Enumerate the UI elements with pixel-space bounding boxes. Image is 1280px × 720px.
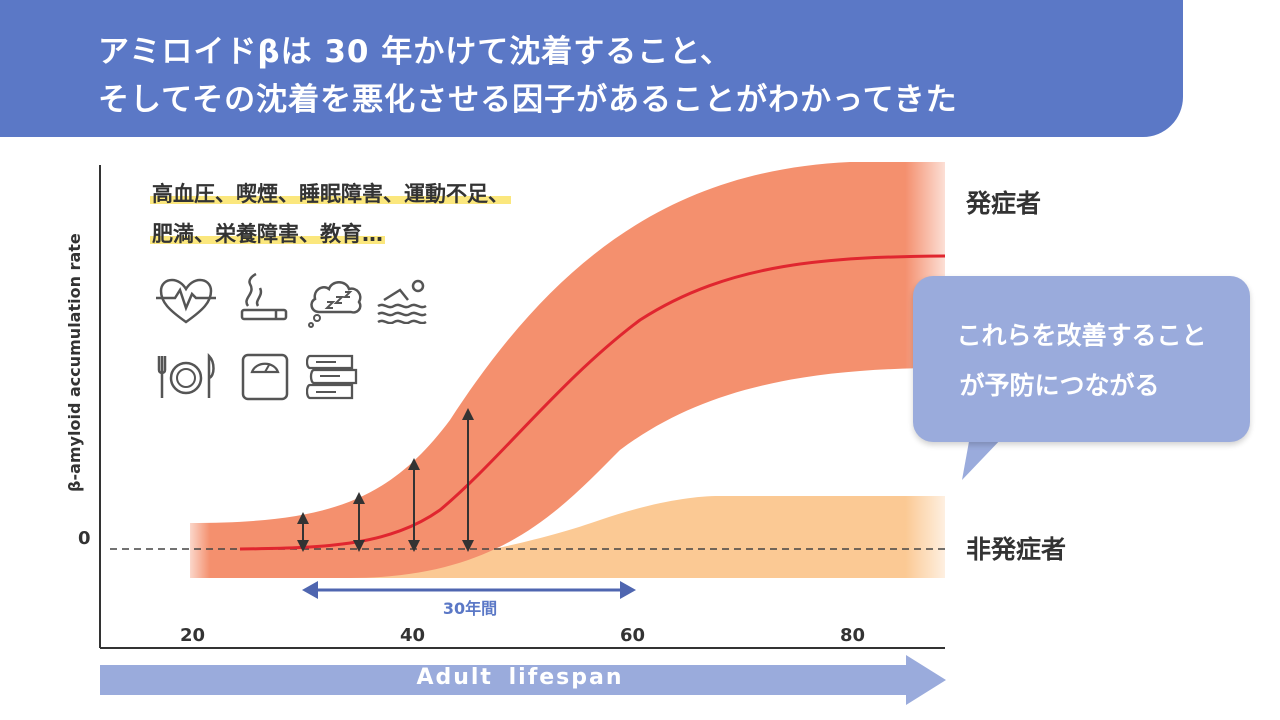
y-zero-tick: 0 xyxy=(78,528,91,549)
title-line-2: そしてその沈着を悪化させる因子があることがわかってきた xyxy=(98,82,958,118)
period-arrow-left-head xyxy=(302,581,318,599)
non-patient-band xyxy=(190,496,945,578)
patient-band xyxy=(190,162,945,578)
risk-factors-text-2: 肥満、栄養障害、教育… xyxy=(150,222,385,246)
callout-line-1: これらを改善すること xyxy=(956,321,1207,350)
risk-factors-text-1: 高血圧、喫煙、睡眠障害、運動不足、 xyxy=(150,182,511,206)
cigarette-icon xyxy=(240,272,288,321)
callout-tail xyxy=(962,436,1004,480)
x-tick-40: 40 xyxy=(400,625,425,646)
books-icon xyxy=(306,354,358,400)
patients-label: 発症者 xyxy=(965,189,1041,218)
dining-icon xyxy=(157,352,215,398)
title-line-1: アミロイドβは 30 年かけて沈着すること、 xyxy=(98,34,733,70)
callout-line-2: が予防につながる xyxy=(959,371,1160,400)
x-tick-80: 80 xyxy=(840,625,865,646)
risk-factors-line-1: 高血圧、喫煙、睡眠障害、運動不足、 xyxy=(150,178,511,208)
heart-rate-icon xyxy=(156,278,216,324)
swimmer-icon xyxy=(377,279,427,324)
lifespan-arrow xyxy=(100,655,946,705)
patient-curve xyxy=(239,254,946,551)
non-patients-label: 非発症者 xyxy=(966,535,1066,564)
weight-scale-icon xyxy=(241,353,289,401)
sleep-cloud-icon xyxy=(308,281,362,328)
x-axis-label: Adult lifespan xyxy=(416,665,624,690)
y-axis-label: β-amyloid accumulation rate xyxy=(65,233,84,492)
x-tick-20: 20 xyxy=(180,625,205,646)
period-arrow-right-head xyxy=(620,581,636,599)
x-tick-60: 60 xyxy=(620,625,645,646)
risk-factors-line-2: 肥満、栄養障害、教育… xyxy=(150,218,385,248)
callout-bubble: これらを改善すること が予防につながる xyxy=(913,276,1250,442)
period-label: 30年間 xyxy=(442,599,498,618)
header-banner: アミロイドβは 30 年かけて沈着すること、 そしてその沈着を悪化させる因子があ… xyxy=(0,0,1183,137)
band-fade-left xyxy=(188,518,210,582)
